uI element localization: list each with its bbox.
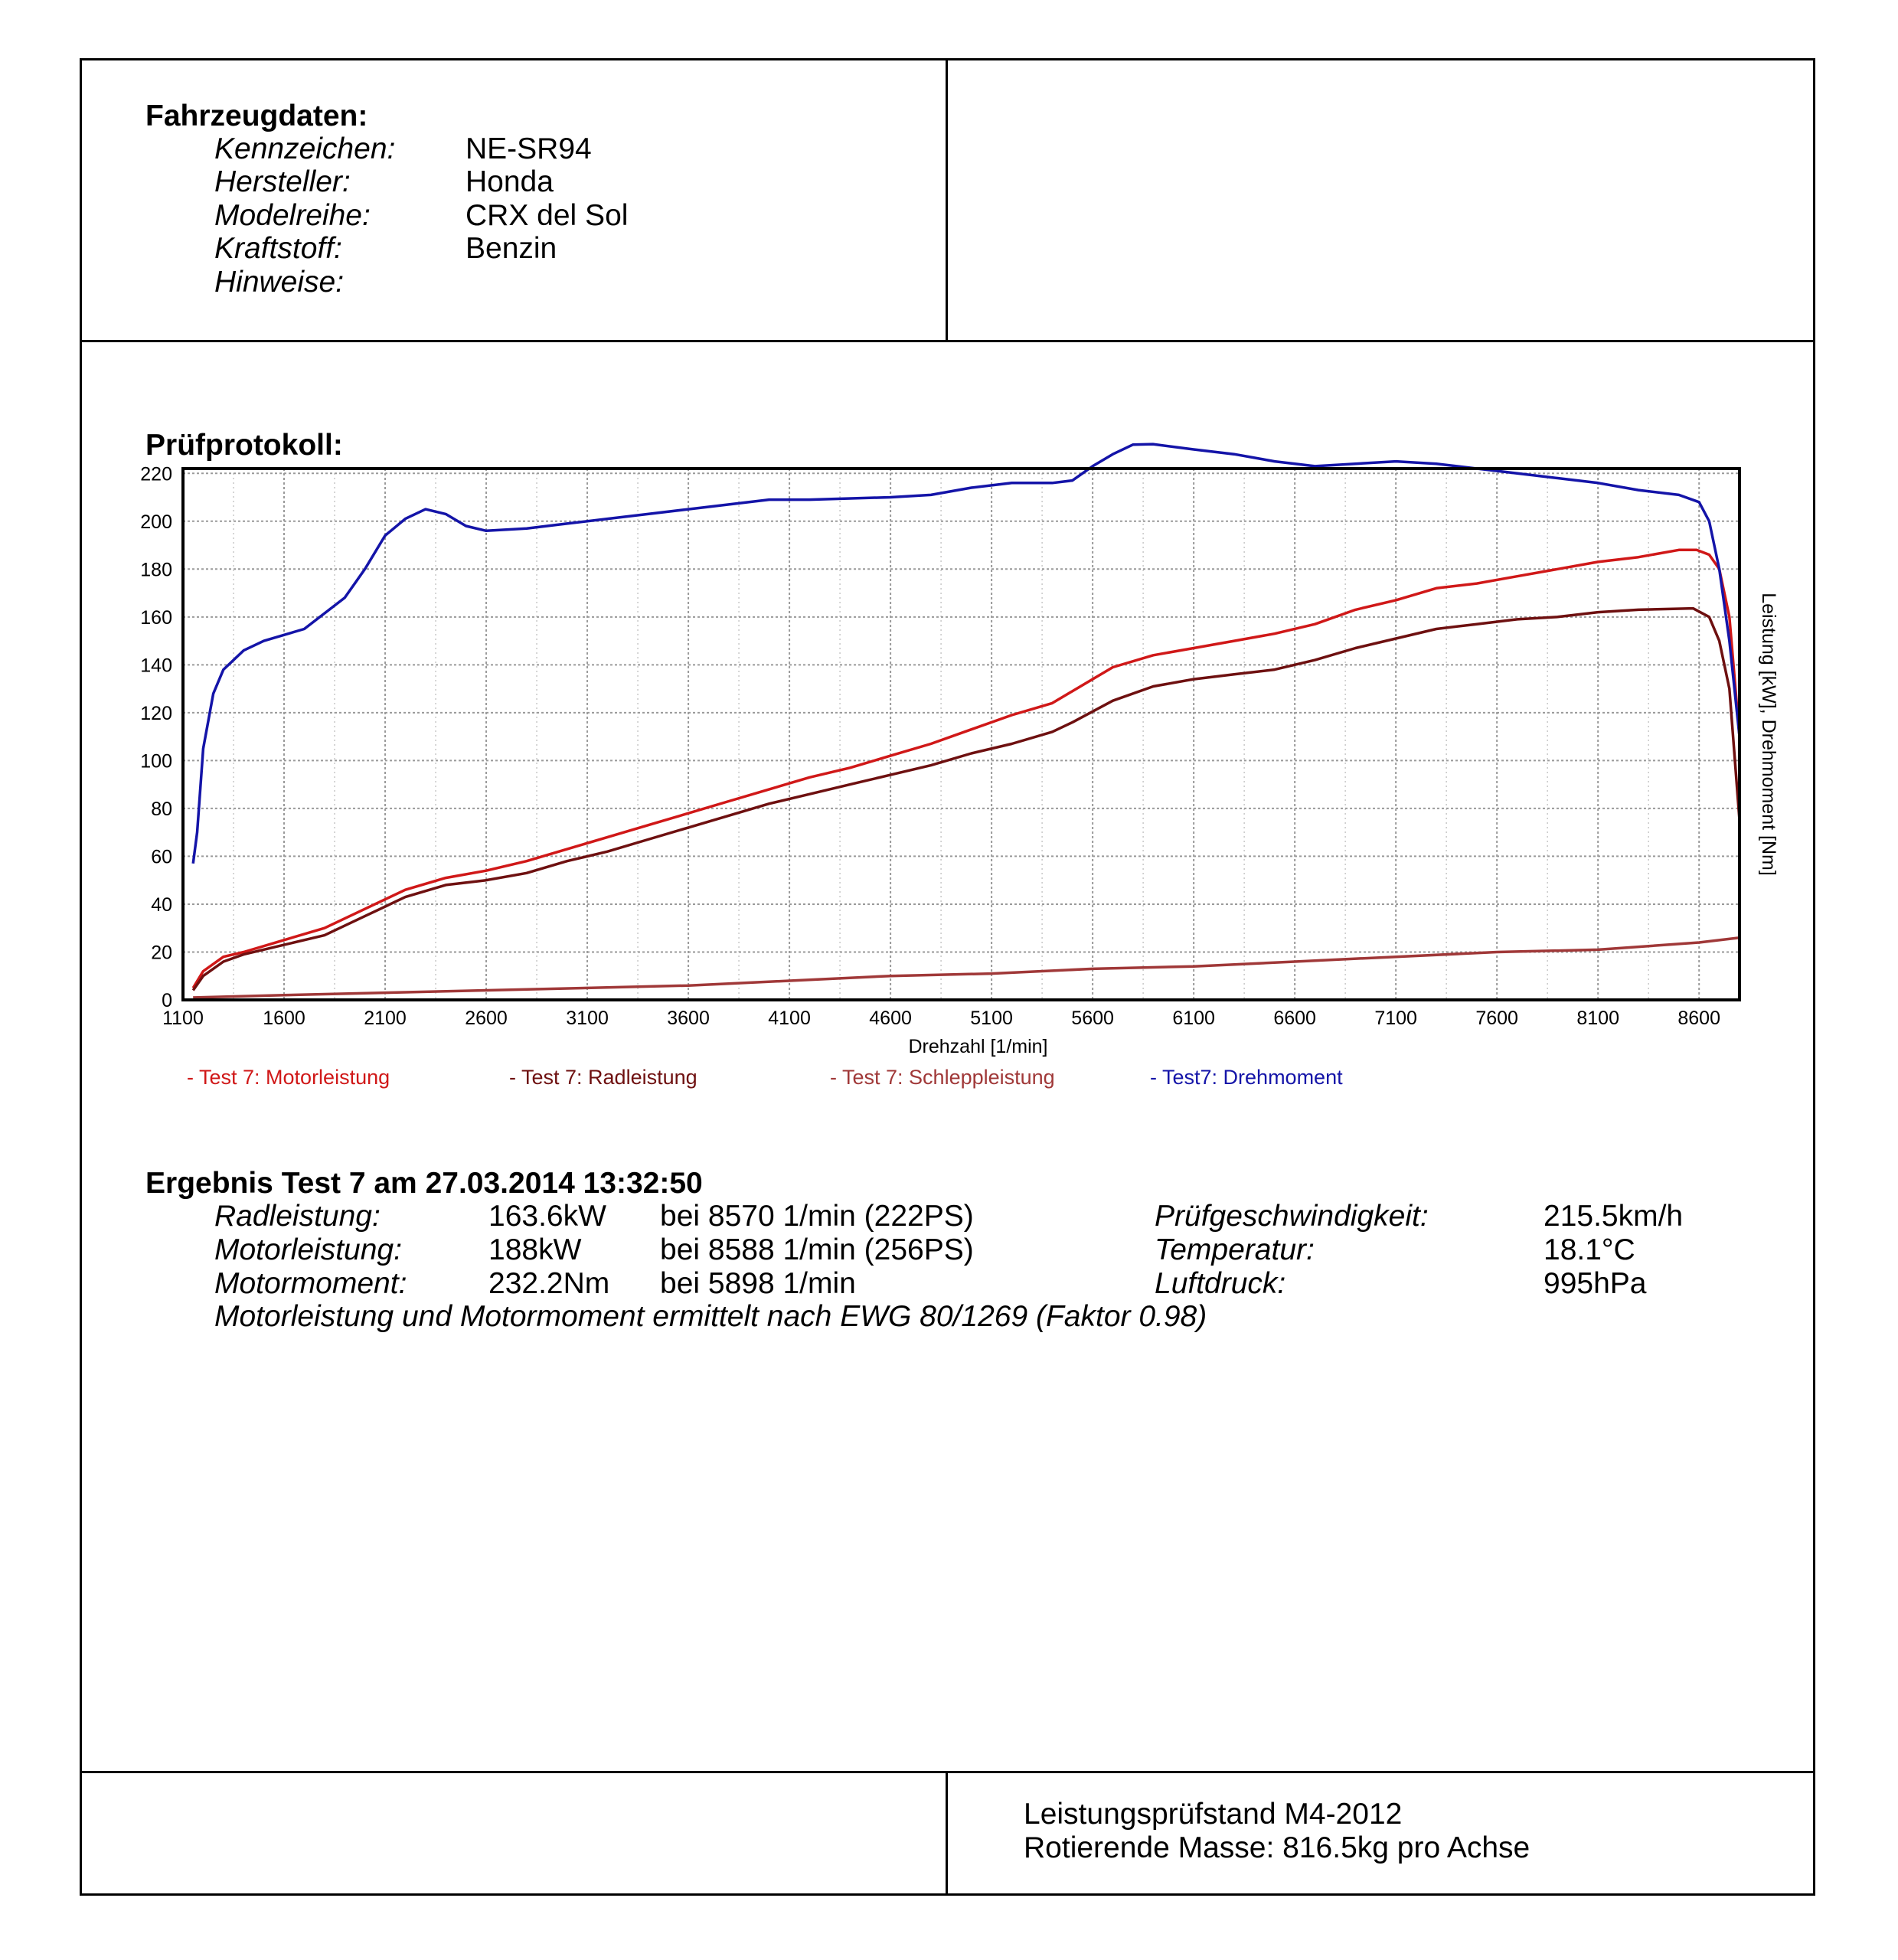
y-tick-label: 160 bbox=[140, 607, 172, 629]
x-tick-label: 3600 bbox=[667, 1008, 710, 1029]
vehicle-value-model: CRX del Sol bbox=[466, 199, 629, 232]
vehicle-value-fuel: Benzin bbox=[466, 232, 557, 265]
result-value-temperature: 18.1°C bbox=[1544, 1233, 1635, 1266]
result-value-wheel-power: 163.6kW bbox=[488, 1200, 606, 1233]
result-label-temperature: Temperatur: bbox=[1155, 1233, 1315, 1266]
result-label-test-speed: Prüfgeschwindigkeit: bbox=[1155, 1200, 1429, 1233]
x-tick-label: 1600 bbox=[263, 1008, 305, 1029]
x-tick-label: 7100 bbox=[1374, 1008, 1417, 1029]
y-tick-label: 200 bbox=[140, 511, 172, 533]
protocol-heading: Prüfprotokoll: bbox=[145, 429, 343, 462]
dyno-chart: 1100 1600 2100 2600 3100 3600 4100 4600 5100 5600… bbox=[140, 443, 1779, 1057]
vehicle-label-fuel: Kraftstoff: bbox=[214, 232, 342, 265]
result-value-engine-power: 188kW bbox=[488, 1233, 582, 1266]
y-tick-label: 20 bbox=[151, 942, 172, 963]
result-value-torque: 232.2Nm bbox=[488, 1267, 610, 1300]
x-tick-label: 8600 bbox=[1677, 1008, 1720, 1029]
x-tick-label: 5600 bbox=[1071, 1008, 1114, 1029]
result-label-air-pressure: Luftdruck: bbox=[1155, 1267, 1286, 1300]
result-value-test-speed: 215.5km/h bbox=[1544, 1200, 1684, 1233]
y-tick-label: 0 bbox=[162, 990, 172, 1011]
vehicle-label-plate: Kennzeichen: bbox=[214, 132, 396, 165]
result-note: Motorleistung und Motormoment ermittelt … bbox=[214, 1300, 1207, 1333]
series-radleistung bbox=[191, 606, 1741, 991]
x-tick-label: 8100 bbox=[1576, 1008, 1619, 1029]
vehicle-value-plate: NE-SR94 bbox=[466, 132, 592, 165]
result-detail-wheel-power: bei 8570 1/min (222PS) bbox=[660, 1200, 974, 1233]
vehicle-label-manufacturer: Hersteller: bbox=[214, 165, 351, 198]
vehicle-label-notes: Hinweise: bbox=[214, 266, 345, 299]
vehicle-heading: Fahrzeugdaten: bbox=[145, 100, 368, 132]
result-label-engine-power: Motorleistung: bbox=[214, 1233, 402, 1266]
y-axis-label: Leistung [kW], Drehmoment [Nm] bbox=[1758, 593, 1779, 876]
x-tick-label: 6600 bbox=[1273, 1008, 1316, 1029]
legend-schleppleistung: - Test 7: Schleppleistung bbox=[830, 1066, 1055, 1089]
x-tick-label: 7600 bbox=[1475, 1008, 1518, 1029]
y-tick-label: 60 bbox=[151, 846, 172, 867]
x-tick-label: 4100 bbox=[768, 1008, 811, 1029]
x-tick-label: 2600 bbox=[465, 1008, 508, 1029]
y-tick-label: 180 bbox=[140, 559, 172, 580]
result-label-wheel-power: Radleistung: bbox=[214, 1200, 381, 1233]
series-drehmoment bbox=[191, 443, 1741, 864]
legend-radleistung: - Test 7: Radleistung bbox=[509, 1066, 697, 1089]
y-tick-label: 100 bbox=[140, 750, 172, 772]
legend-drehmoment: - Test7: Drehmoment bbox=[1150, 1066, 1343, 1089]
x-tick-label: 2100 bbox=[364, 1008, 407, 1029]
result-label-torque: Motormoment: bbox=[214, 1267, 407, 1300]
footer-column-divider bbox=[946, 1771, 948, 1896]
y-tick-label: 220 bbox=[140, 463, 172, 485]
result-detail-engine-power: bei 8588 1/min (256PS) bbox=[660, 1233, 974, 1266]
result-heading: Ergebnis Test 7 am 27.03.2014 13:32:50 bbox=[145, 1167, 703, 1200]
result-detail-torque: bei 5898 1/min bbox=[660, 1267, 856, 1300]
x-tick-label: 5100 bbox=[970, 1008, 1013, 1029]
legend-motorleistung: - Test 7: Motorleistung bbox=[187, 1066, 390, 1089]
y-tick-label: 140 bbox=[140, 655, 172, 676]
y-tick-label: 120 bbox=[140, 703, 172, 724]
header-column-divider bbox=[946, 58, 948, 342]
footer-rotating-mass: Rotierende Masse: 816.5kg pro Achse bbox=[1024, 1831, 1530, 1864]
footer-test-stand: Leistungsprüfstand M4-2012 bbox=[1024, 1798, 1403, 1831]
series-schleppleistung bbox=[193, 936, 1740, 999]
plot-frame bbox=[181, 467, 1741, 1001]
vehicle-label-model: Modelreihe: bbox=[214, 199, 371, 232]
result-value-air-pressure: 995hPa bbox=[1544, 1267, 1647, 1300]
x-tick-label: 6100 bbox=[1172, 1008, 1215, 1029]
x-tick-label: 1100 bbox=[162, 1008, 204, 1029]
x-axis-label: Drehzahl [1/min] bbox=[908, 1036, 1047, 1057]
x-tick-label: 4600 bbox=[869, 1008, 912, 1029]
vehicle-value-manufacturer: Honda bbox=[466, 165, 554, 198]
x-tick-label: 3100 bbox=[566, 1008, 609, 1029]
y-tick-label: 40 bbox=[151, 894, 172, 916]
y-tick-label: 80 bbox=[151, 799, 172, 820]
series-motorleistung bbox=[191, 548, 1741, 989]
